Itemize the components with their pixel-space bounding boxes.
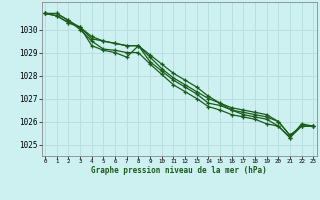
X-axis label: Graphe pression niveau de la mer (hPa): Graphe pression niveau de la mer (hPa) xyxy=(91,166,267,175)
